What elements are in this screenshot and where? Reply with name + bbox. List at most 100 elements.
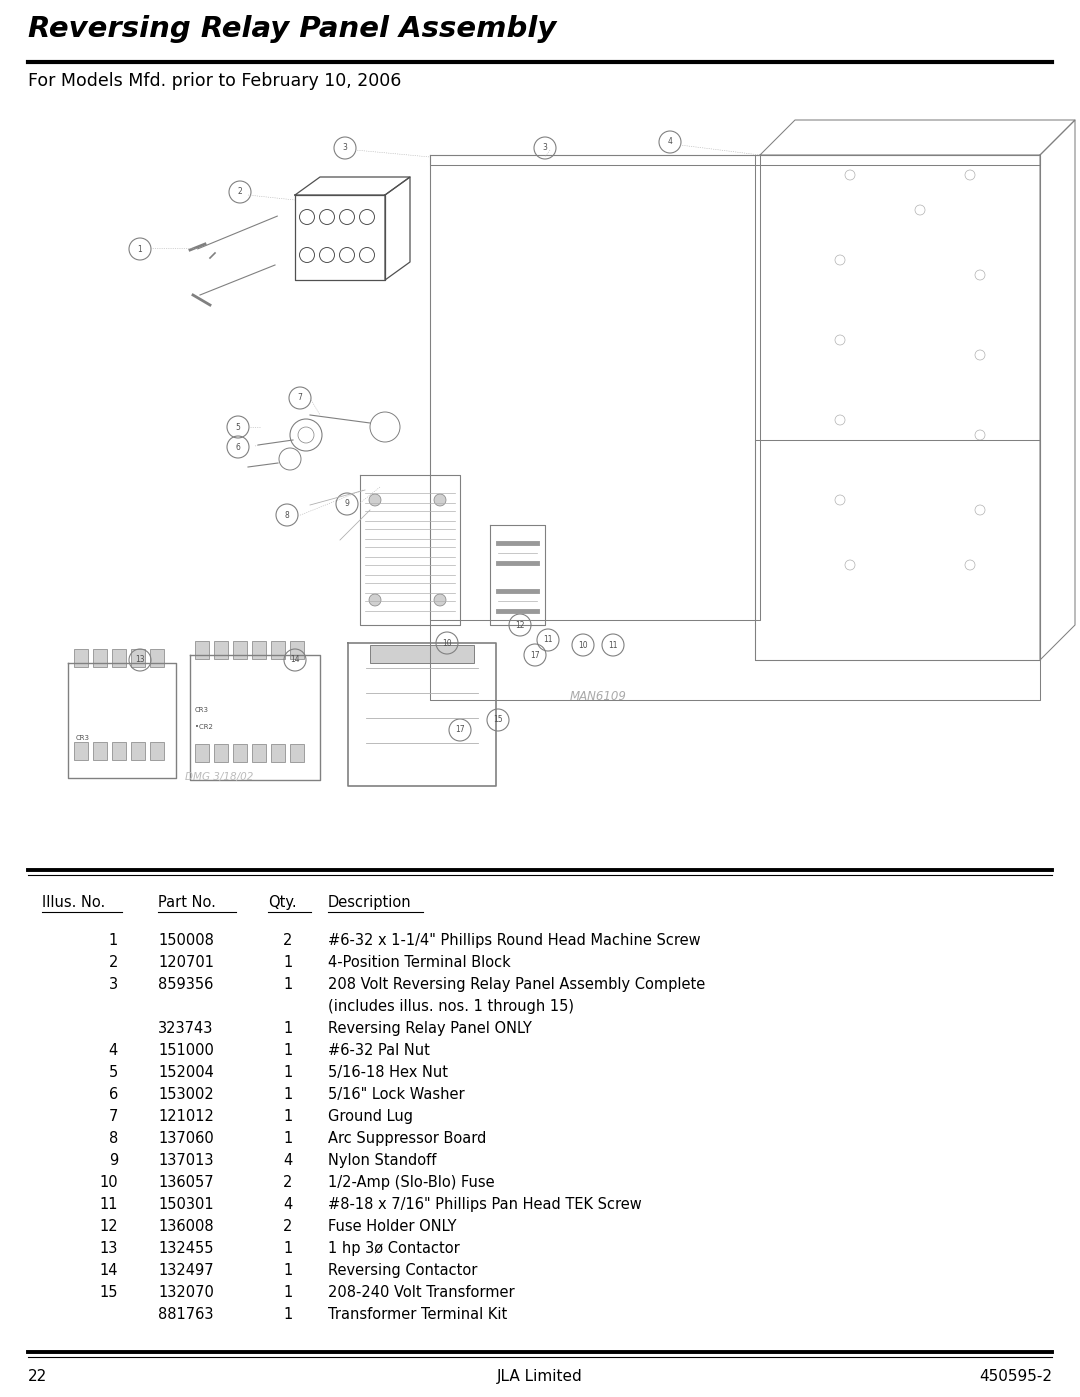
Text: 859356: 859356	[158, 977, 214, 992]
FancyBboxPatch shape	[195, 641, 210, 659]
FancyBboxPatch shape	[252, 745, 266, 761]
Text: 2: 2	[283, 933, 293, 949]
Text: 3: 3	[109, 977, 118, 992]
Text: DMG 3/18/02: DMG 3/18/02	[185, 773, 254, 782]
Text: 4: 4	[283, 1197, 293, 1213]
Text: 11: 11	[543, 636, 553, 644]
Text: 9: 9	[109, 1153, 118, 1168]
Text: 132497: 132497	[158, 1263, 214, 1278]
Text: 12: 12	[99, 1220, 118, 1234]
Text: 120701: 120701	[158, 956, 214, 970]
Text: 3: 3	[342, 144, 348, 152]
Text: (includes illus. nos. 1 through 15): (includes illus. nos. 1 through 15)	[328, 999, 573, 1014]
FancyBboxPatch shape	[271, 745, 285, 761]
Text: 6: 6	[109, 1087, 118, 1102]
Text: 1: 1	[137, 244, 143, 253]
Text: 1: 1	[283, 956, 293, 970]
Text: 10: 10	[578, 640, 588, 650]
Text: 151000: 151000	[158, 1044, 214, 1058]
FancyBboxPatch shape	[93, 650, 107, 666]
Text: 1: 1	[283, 1241, 293, 1256]
Text: 14: 14	[99, 1263, 118, 1278]
Text: 1: 1	[283, 1263, 293, 1278]
Text: 8: 8	[285, 510, 289, 520]
Text: 10: 10	[442, 638, 451, 647]
Text: 153002: 153002	[158, 1087, 214, 1102]
Text: 1: 1	[283, 1109, 293, 1125]
Text: 4: 4	[667, 137, 673, 147]
FancyBboxPatch shape	[271, 641, 285, 659]
Text: 5/16-18 Hex Nut: 5/16-18 Hex Nut	[328, 1065, 448, 1080]
Text: 6: 6	[235, 443, 241, 451]
Text: 323743: 323743	[158, 1021, 214, 1037]
Text: For Models Mfd. prior to February 10, 2006: For Models Mfd. prior to February 10, 20…	[28, 73, 402, 89]
FancyBboxPatch shape	[93, 742, 107, 760]
Text: 1/2-Amp (Slo-Blo) Fuse: 1/2-Amp (Slo-Blo) Fuse	[328, 1175, 495, 1190]
Text: 15: 15	[99, 1285, 118, 1301]
Text: 9: 9	[345, 500, 350, 509]
FancyBboxPatch shape	[370, 645, 474, 664]
Text: 137060: 137060	[158, 1132, 214, 1146]
Text: 208 Volt Reversing Relay Panel Assembly Complete: 208 Volt Reversing Relay Panel Assembly …	[328, 977, 705, 992]
Text: 12: 12	[515, 620, 525, 630]
Text: 1 hp 3ø Contactor: 1 hp 3ø Contactor	[328, 1241, 460, 1256]
Text: 15: 15	[494, 715, 503, 725]
Text: 11: 11	[608, 640, 618, 650]
FancyBboxPatch shape	[214, 641, 228, 659]
Text: JLA Limited: JLA Limited	[497, 1369, 583, 1384]
Text: 1: 1	[283, 1132, 293, 1146]
Text: Ground Lug: Ground Lug	[328, 1109, 413, 1125]
Circle shape	[434, 495, 446, 506]
Text: 1: 1	[283, 1021, 293, 1037]
Text: Reversing Relay Panel ONLY: Reversing Relay Panel ONLY	[328, 1021, 531, 1037]
FancyBboxPatch shape	[112, 650, 126, 666]
Text: 150301: 150301	[158, 1197, 214, 1213]
Text: 14: 14	[291, 655, 300, 665]
Text: Transformer Terminal Kit: Transformer Terminal Kit	[328, 1308, 508, 1322]
FancyBboxPatch shape	[233, 745, 247, 761]
Text: MAN6109: MAN6109	[570, 690, 626, 703]
Text: Illus. No.: Illus. No.	[42, 895, 105, 909]
FancyBboxPatch shape	[131, 742, 145, 760]
Text: 4: 4	[109, 1044, 118, 1058]
Text: #6-32 x 1-1/4" Phillips Round Head Machine Screw: #6-32 x 1-1/4" Phillips Round Head Machi…	[328, 933, 701, 949]
Text: 7: 7	[109, 1109, 118, 1125]
Text: Reversing Relay Panel Assembly: Reversing Relay Panel Assembly	[28, 15, 556, 43]
Text: 1: 1	[283, 1285, 293, 1301]
Text: 136008: 136008	[158, 1220, 214, 1234]
Text: CR3: CR3	[195, 707, 210, 712]
Text: 5: 5	[109, 1065, 118, 1080]
FancyBboxPatch shape	[75, 650, 87, 666]
Text: 13: 13	[99, 1241, 118, 1256]
Text: 7: 7	[298, 394, 302, 402]
Text: 2: 2	[109, 956, 118, 970]
Text: 121012: 121012	[158, 1109, 214, 1125]
FancyBboxPatch shape	[112, 742, 126, 760]
Text: 11: 11	[99, 1197, 118, 1213]
Text: 10: 10	[99, 1175, 118, 1190]
FancyBboxPatch shape	[214, 745, 228, 761]
Text: 22: 22	[28, 1369, 48, 1384]
Text: Nylon Standoff: Nylon Standoff	[328, 1153, 436, 1168]
Text: 1: 1	[283, 1065, 293, 1080]
Text: Reversing Contactor: Reversing Contactor	[328, 1263, 477, 1278]
Text: #6-32 Pal Nut: #6-32 Pal Nut	[328, 1044, 430, 1058]
FancyBboxPatch shape	[195, 745, 210, 761]
FancyBboxPatch shape	[252, 641, 266, 659]
Text: 2: 2	[283, 1175, 293, 1190]
Text: Part No.: Part No.	[158, 895, 216, 909]
Text: 2: 2	[283, 1220, 293, 1234]
Text: 136057: 136057	[158, 1175, 214, 1190]
Text: 2: 2	[238, 187, 242, 197]
Text: 8: 8	[109, 1132, 118, 1146]
Text: 17: 17	[530, 651, 540, 659]
Text: 4-Position Terminal Block: 4-Position Terminal Block	[328, 956, 511, 970]
Text: 5/16" Lock Washer: 5/16" Lock Washer	[328, 1087, 464, 1102]
FancyBboxPatch shape	[291, 641, 303, 659]
Text: 1: 1	[283, 1308, 293, 1322]
FancyBboxPatch shape	[150, 742, 164, 760]
Text: 208-240 Volt Transformer: 208-240 Volt Transformer	[328, 1285, 515, 1301]
Text: 1: 1	[283, 1087, 293, 1102]
Text: 450595-2: 450595-2	[978, 1369, 1052, 1384]
FancyBboxPatch shape	[131, 650, 145, 666]
